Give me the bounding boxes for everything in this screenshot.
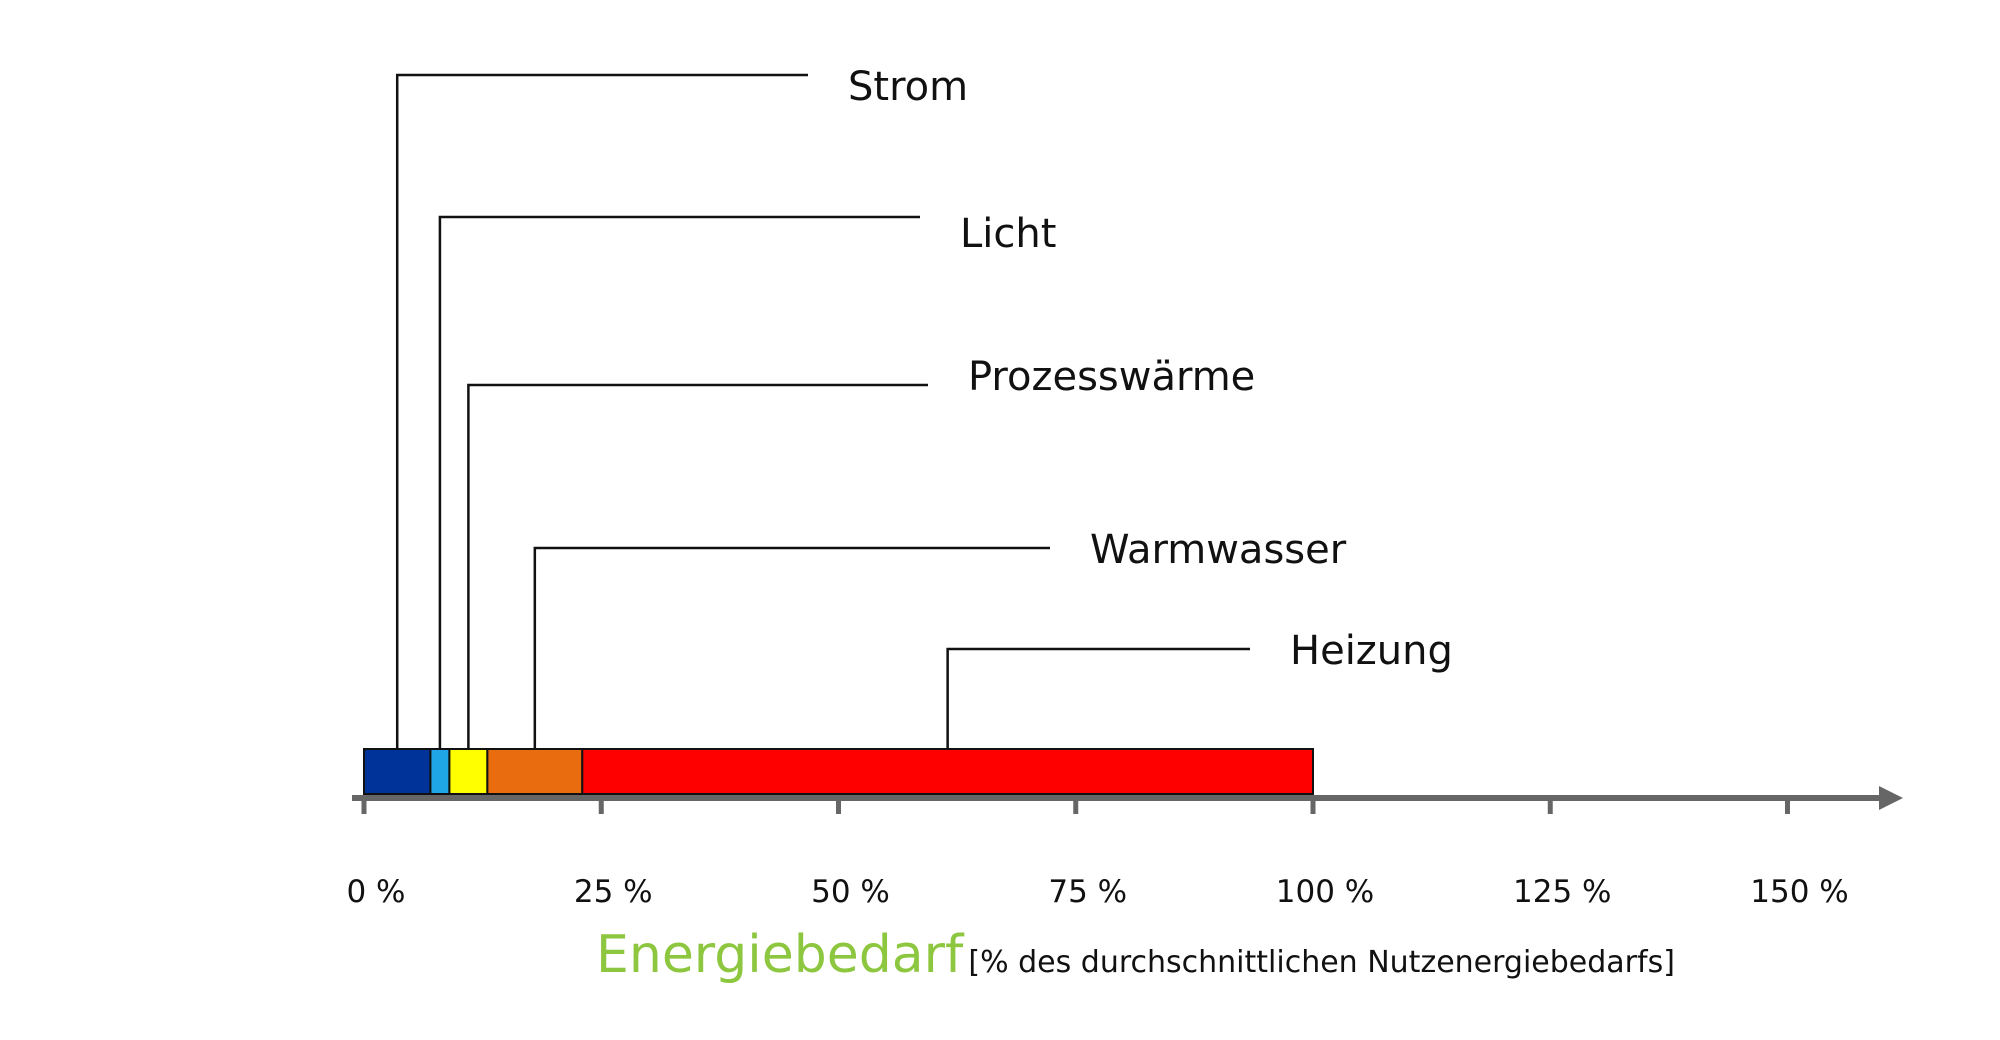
leader-line-heizung xyxy=(946,647,1250,749)
bar-segment-warmwasser xyxy=(486,748,584,795)
x-tick-label-100: 100 % xyxy=(1276,874,1374,910)
segment-label-prozesswarme: Prozesswärme xyxy=(968,354,1255,400)
stacked-bar xyxy=(363,748,1314,795)
x-axis-unit: [% des durchschnittlichen Nutzenergiebed… xyxy=(968,945,1675,980)
leader-line-licht xyxy=(438,215,920,749)
leader-line-warmwasser xyxy=(533,546,1050,749)
x-axis-label: Energiebedarf xyxy=(596,925,964,985)
bar-segment-licht xyxy=(429,748,451,795)
x-tick-label-0: 0 % xyxy=(346,874,405,910)
x-tick-label-125: 125 % xyxy=(1513,874,1611,910)
segment-label-licht: Licht xyxy=(960,211,1056,257)
x-tick-label-150: 150 % xyxy=(1750,874,1848,910)
leader-lines xyxy=(395,73,1250,749)
bar-segment-heizung xyxy=(581,748,1314,795)
x-axis-arrow xyxy=(1879,786,1903,810)
x-tick-label-75: 75 % xyxy=(1048,874,1127,910)
x-tick-label-25: 25 % xyxy=(574,874,653,910)
leader-line-strom xyxy=(395,73,808,749)
x-tick-label-50: 50 % xyxy=(811,874,890,910)
bar-segment-strom xyxy=(363,748,432,795)
segment-label-warmwasser: Warmwasser xyxy=(1090,527,1347,573)
x-axis-title: Energiebedarf [% des durchschnittlichen … xyxy=(0,925,2000,985)
segment-label-strom: Strom xyxy=(848,64,968,110)
segment-label-heizung: Heizung xyxy=(1290,628,1453,674)
leader-line-prozesswarme xyxy=(467,383,928,749)
segment-labels: Strom Licht Prozesswärme Warmwasser Heizung xyxy=(848,64,1453,674)
x-axis xyxy=(352,786,1903,814)
bar-segment-prozesswarme xyxy=(448,748,489,795)
x-tick-labels: 0 % 25 % 50 % 75 % 100 % 125 % 150 % xyxy=(346,874,1848,910)
